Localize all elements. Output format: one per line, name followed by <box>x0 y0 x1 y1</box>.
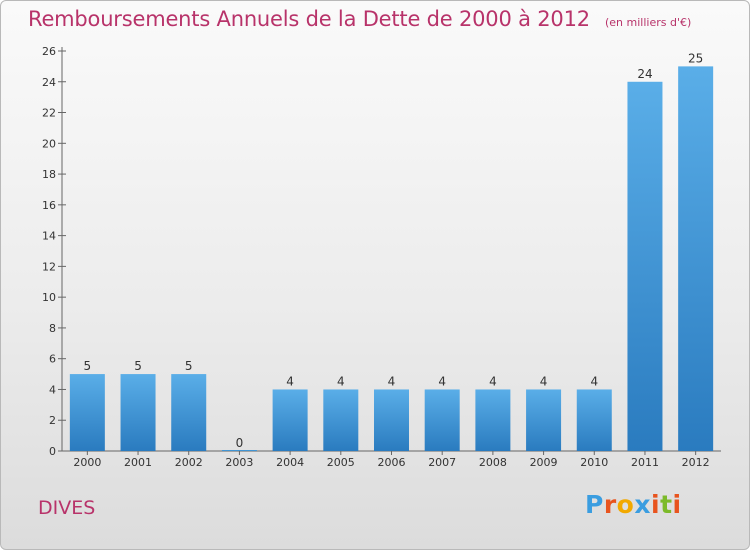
bar-value-label: 25 <box>688 51 703 65</box>
bar <box>424 389 460 451</box>
y-tick-label: 0 <box>49 445 56 458</box>
x-tick-label: 2002 <box>175 456 203 469</box>
bar-value-label: 24 <box>637 67 652 81</box>
y-tick-label: 2 <box>49 414 56 427</box>
logo-letter: P <box>585 490 604 519</box>
x-tick-label: 2003 <box>225 456 253 469</box>
chart-subtitle: (en milliers d'€) <box>605 16 692 29</box>
bar <box>69 374 105 451</box>
chart-title: Remboursements Annuels de la Dette de 20… <box>28 7 590 31</box>
bar <box>526 389 562 451</box>
y-tick-label: 24 <box>42 76 56 89</box>
y-tick-label: 26 <box>42 45 56 58</box>
x-tick-label: 2009 <box>530 456 558 469</box>
y-tick-label: 4 <box>49 383 56 396</box>
bar-value-label: 4 <box>489 374 497 388</box>
y-tick-label: 20 <box>42 137 56 150</box>
bar-value-label: 4 <box>337 374 345 388</box>
bar-value-label: 4 <box>590 374 598 388</box>
x-tick-label: 2005 <box>327 456 355 469</box>
logo-letter: r <box>603 490 617 519</box>
x-tick-label: 2004 <box>276 456 304 469</box>
y-tick-label: 8 <box>49 322 56 335</box>
bar-value-label: 4 <box>388 374 396 388</box>
bar <box>374 389 409 451</box>
bar-value-label: 0 <box>236 436 244 450</box>
x-tick-label: 2010 <box>580 456 608 469</box>
title-row: Remboursements Annuels de la Dette de 20… <box>28 7 691 31</box>
logo-letter: t <box>660 490 673 519</box>
bar <box>323 389 359 451</box>
bar-value-label: 5 <box>84 359 92 373</box>
bar <box>576 389 612 451</box>
x-tick-label: 2000 <box>73 456 101 469</box>
bar <box>171 374 207 451</box>
x-tick-label: 2007 <box>428 456 456 469</box>
bar <box>627 81 663 452</box>
x-tick-label: 2001 <box>124 456 152 469</box>
y-tick-label: 14 <box>42 230 56 243</box>
labels: 2000 5 2001 5 2002 5 2003 0 2004 4 2005 4 2006 4 2007 4… <box>73 51 709 469</box>
bar <box>272 389 308 451</box>
y-tick-label: 12 <box>42 260 56 273</box>
bar <box>120 374 156 451</box>
bar <box>678 66 714 451</box>
logo-letter: x <box>634 490 651 519</box>
logo-letter: o <box>616 490 635 519</box>
city-name: DIVES <box>38 497 96 519</box>
bar-value-label: 5 <box>185 359 193 373</box>
x-tick-label: 2011 <box>631 456 659 469</box>
bars <box>69 66 714 452</box>
y-tick-label: 16 <box>42 199 56 212</box>
x-tick-label: 2012 <box>682 456 710 469</box>
y-tick-label: 18 <box>42 168 56 181</box>
bar <box>475 389 511 451</box>
y-tick-label: 22 <box>42 107 56 120</box>
bar-value-label: 5 <box>134 359 142 373</box>
logo-letter: i <box>672 490 682 519</box>
x-tick-label: 2006 <box>378 456 406 469</box>
y-tick-label: 10 <box>42 291 56 304</box>
x-tick-label: 2008 <box>479 456 507 469</box>
bar <box>221 450 257 451</box>
y-tick-label: 6 <box>49 353 56 366</box>
logo-letter: i <box>651 490 661 519</box>
proxiti-logo: Proxiti <box>585 490 682 519</box>
bar-value-label: 4 <box>540 374 548 388</box>
bar-value-label: 4 <box>438 374 446 388</box>
bar-value-label: 4 <box>286 374 294 388</box>
